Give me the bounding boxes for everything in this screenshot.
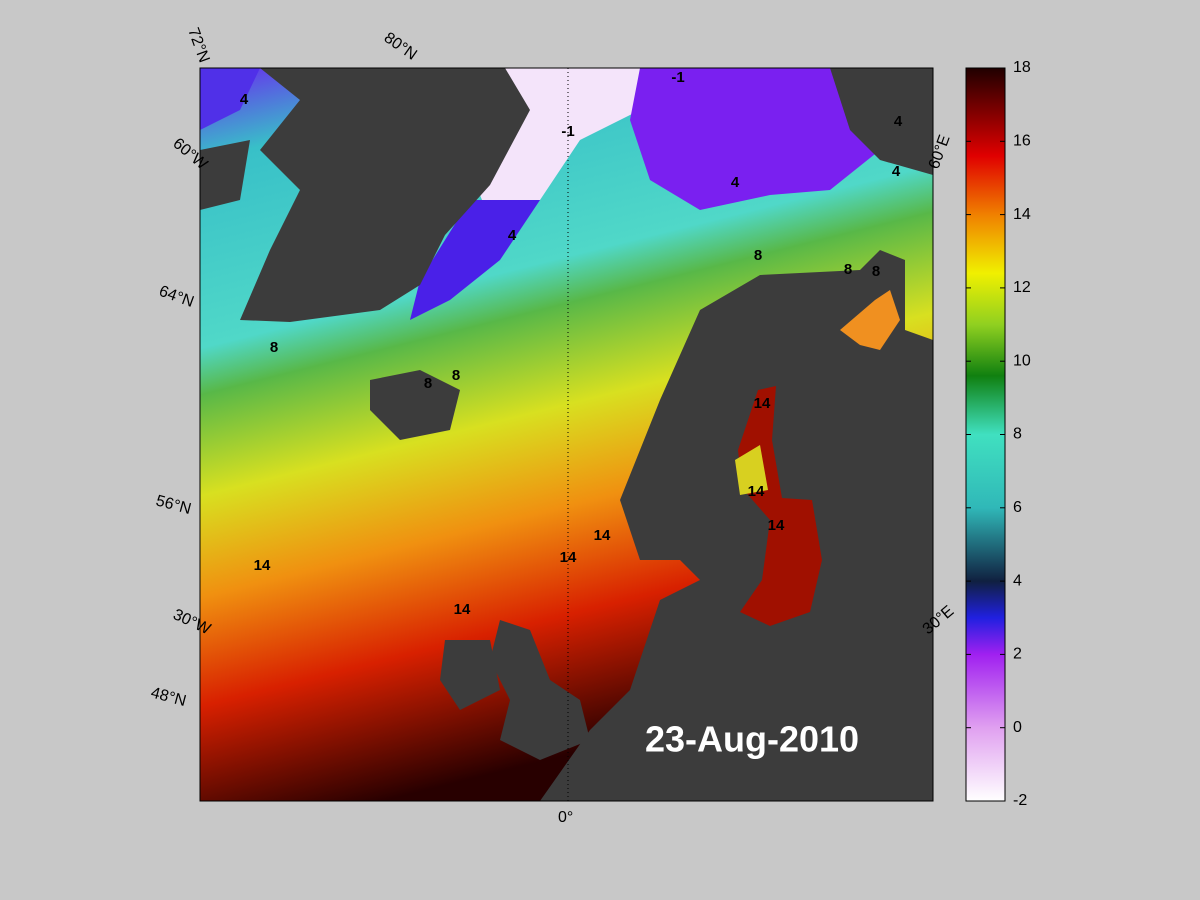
- tick-label: 10: [1013, 352, 1031, 369]
- contour-label: 14: [254, 557, 271, 574]
- cold-water: [200, 68, 260, 130]
- map-frame: [199, 67, 934, 802]
- contour-label: 8: [754, 247, 762, 264]
- date-label: 23-Aug-2010: [645, 719, 859, 760]
- contour-label: 4: [731, 174, 740, 191]
- contour-label: 14: [454, 601, 471, 618]
- land: [490, 620, 590, 760]
- tick-label: 18: [1013, 59, 1031, 76]
- colorbar-ticks: -2 0 2 4 6 8 10 12 14 16 18: [966, 59, 1031, 809]
- contour-label: -1: [561, 123, 574, 140]
- contour-label: 14: [768, 517, 785, 534]
- white-sea: [840, 290, 900, 350]
- land: [540, 250, 933, 801]
- contour-label: 14: [594, 527, 611, 544]
- contour-label: 4: [508, 227, 517, 244]
- tick-label: 16: [1013, 133, 1031, 150]
- contour-label: 14: [560, 549, 577, 566]
- contour-label: 4: [894, 113, 903, 130]
- graticule-label: 72°N: [184, 26, 212, 65]
- contour-label: 4: [892, 163, 901, 180]
- land: [200, 140, 250, 210]
- tick-label: 4: [1013, 572, 1022, 589]
- tick-label: 12: [1013, 279, 1031, 296]
- graticule-label: 64°N: [157, 283, 196, 311]
- colorbar: [965, 67, 1006, 802]
- contour-label: 8: [452, 367, 460, 384]
- baltic-sea: [735, 445, 768, 495]
- land: [240, 68, 530, 322]
- graticule-label: 48°N: [149, 684, 188, 710]
- tick-label: 6: [1013, 499, 1022, 516]
- contour-label: 8: [270, 339, 278, 356]
- cold-water: [630, 68, 880, 210]
- contour-label: 4: [240, 91, 249, 108]
- contour-label: 8: [844, 261, 852, 278]
- contour-label: 14: [748, 483, 765, 500]
- tick-label: -2: [1013, 792, 1027, 809]
- tick-label: 0: [1013, 719, 1022, 736]
- land: [440, 640, 500, 710]
- graticule-label: 0°: [558, 809, 573, 826]
- tick-label: 14: [1013, 206, 1031, 223]
- tick-label: 8: [1013, 426, 1022, 443]
- graticule-label: 56°N: [154, 492, 193, 518]
- tick-label: 2: [1013, 646, 1022, 663]
- cold-water: [410, 200, 540, 320]
- contour-label: 8: [872, 263, 880, 280]
- contour-label: -1: [671, 69, 684, 86]
- graticule-label: 80°N: [381, 29, 420, 63]
- contour-label: 14: [754, 395, 771, 412]
- contour-label: 8: [424, 375, 432, 392]
- land: [370, 370, 460, 440]
- land: [830, 68, 933, 175]
